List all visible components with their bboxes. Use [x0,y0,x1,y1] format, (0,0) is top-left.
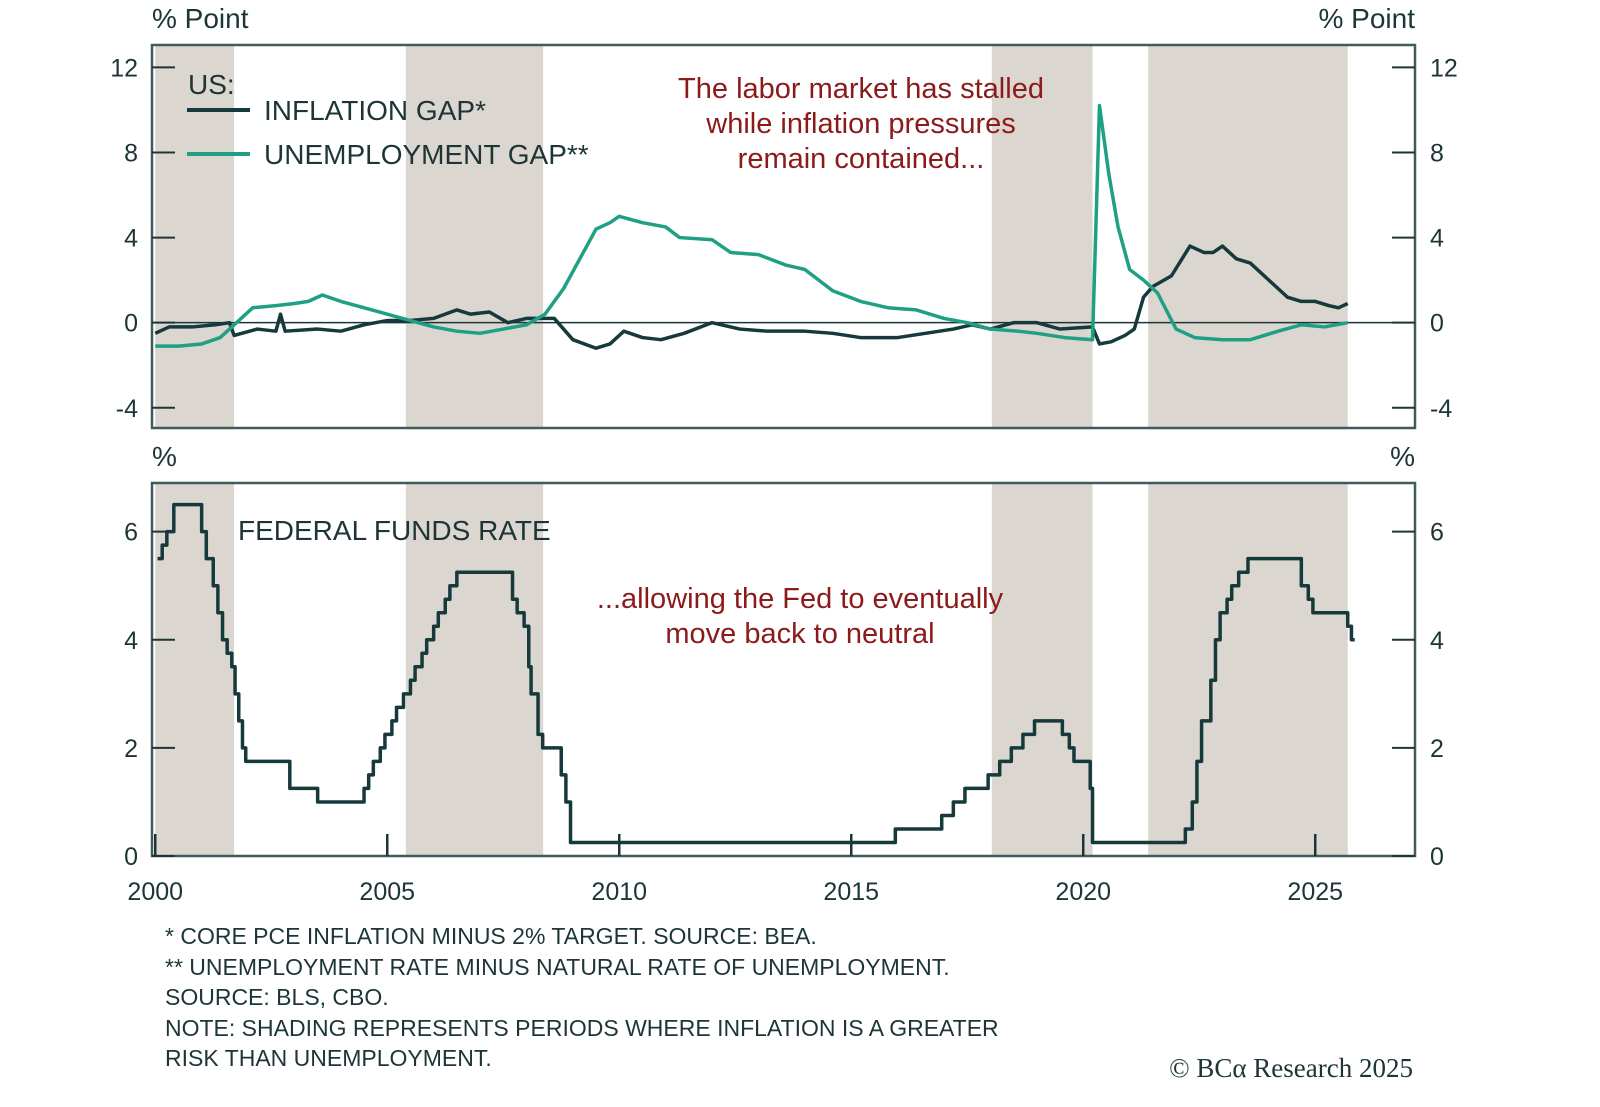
footnote: * CORE PCE INFLATION MINUS 2% TARGET. SO… [165,923,817,949]
bottom-left-unit: % [152,441,177,472]
y-tick-label-right: 2 [1430,735,1444,763]
y-tick-label-left: 4 [124,627,138,655]
y-tick-label-left: 8 [124,139,138,167]
top-left-unit: % Point [152,3,249,34]
x-axis: 2000 2005 2010 2015 2020 2025 [127,834,1343,906]
legend-title: US: [188,69,235,100]
shaded-period [1148,483,1348,856]
footnotes: * CORE PCE INFLATION MINUS 2% TARGET. SO… [165,923,999,1071]
shaded-period [405,45,544,428]
x-tick-label: 2010 [591,878,647,906]
annotation-line: The labor market has stalled [678,73,1044,105]
y-tick-label-right: 8 [1430,139,1444,167]
x-tick-label: 2000 [127,878,183,906]
y-tick-label-right: 0 [1430,843,1444,871]
legend: US: INFLATION GAP* UNEMPLOYMENT GAP** [187,69,589,170]
footnote: ** UNEMPLOYMENT RATE MINUS NATURAL RATE … [165,954,950,980]
shaded-period [991,483,1093,856]
annotation-line: remain contained... [738,143,985,175]
bottom-right-unit: % [1390,441,1415,472]
y-tick-label-right: 12 [1430,54,1458,82]
y-tick-label-right: 0 [1430,310,1444,338]
x-tick-label: 2020 [1055,878,1111,906]
inflation-gap-line [154,244,1349,350]
legend-label-unemployment: UNEMPLOYMENT GAP** [264,139,589,170]
annotation-line: move back to neutral [665,618,934,650]
y-tick-label-left: 4 [124,225,138,253]
bottom-shaded-periods [155,483,1348,856]
y-tick-label-right: -4 [1430,395,1452,423]
legend-label-inflation: INFLATION GAP* [264,95,486,126]
y-tick-label-left: 2 [124,735,138,763]
footnote: NOTE: SHADING REPRESENTS PERIODS WHERE I… [165,1015,999,1041]
bottom-panel-frame [150,481,1417,858]
y-tick-label-left: 6 [124,519,138,547]
y-tick-label-right: 4 [1430,225,1444,253]
footnote: SOURCE: BLS, CBO. [165,984,389,1010]
y-tick-label-left: 0 [124,843,138,871]
federal-funds-rate-line [157,502,1355,845]
x-tick-label: 2015 [823,878,879,906]
x-tick-label: 2005 [359,878,415,906]
annotation-line: ...allowing the Fed to eventually [597,583,1004,615]
unemployment-gap-line [155,103,1349,348]
shaded-period [155,45,235,428]
y-tick-label-left: 0 [124,310,138,338]
fed-funds-label: FEDERAL FUNDS RATE [238,515,551,546]
top-panel-frame [150,43,1417,430]
annotation-line: while inflation pressures [705,108,1015,140]
y-tick-label-right: 4 [1430,627,1444,655]
bottom-annotation: ...allowing the Fed to eventually move b… [597,583,1004,650]
shaded-period [1148,45,1348,428]
bottom-y-axis: 6 6 4 4 2 2 0 0 [124,519,1444,871]
bottom-series [157,502,1355,845]
top-annotation: The labor market has stalled while infla… [678,73,1044,175]
y-tick-label-left: -4 [116,395,138,423]
y-tick-label-left: 12 [110,54,138,82]
shaded-period [405,483,544,856]
x-tick-label: 2025 [1287,878,1343,906]
shaded-period [991,45,1093,428]
top-right-unit: % Point [1319,3,1416,34]
y-tick-label-right: 6 [1430,519,1444,547]
footnote: RISK THAN UNEMPLOYMENT. [165,1045,492,1071]
top-series [154,103,1349,350]
copyright: © BCα Research 2025 [1169,1053,1413,1083]
